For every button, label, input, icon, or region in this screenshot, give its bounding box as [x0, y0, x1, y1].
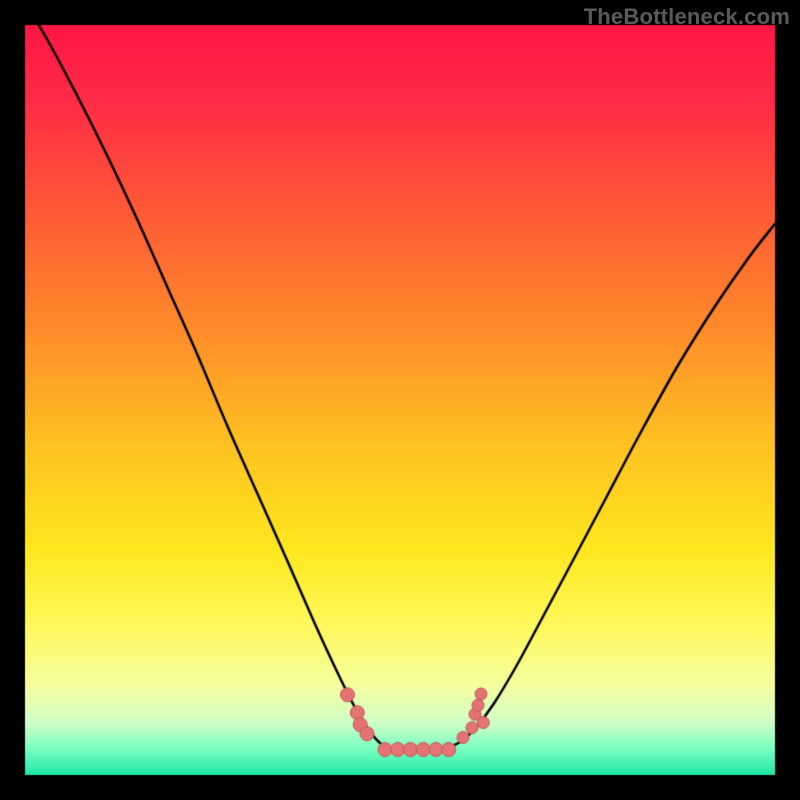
watermark-label: TheBottleneck.com	[584, 4, 790, 30]
chart-stage: TheBottleneck.com	[0, 0, 800, 800]
bottleneck-chart-canvas	[0, 0, 800, 800]
